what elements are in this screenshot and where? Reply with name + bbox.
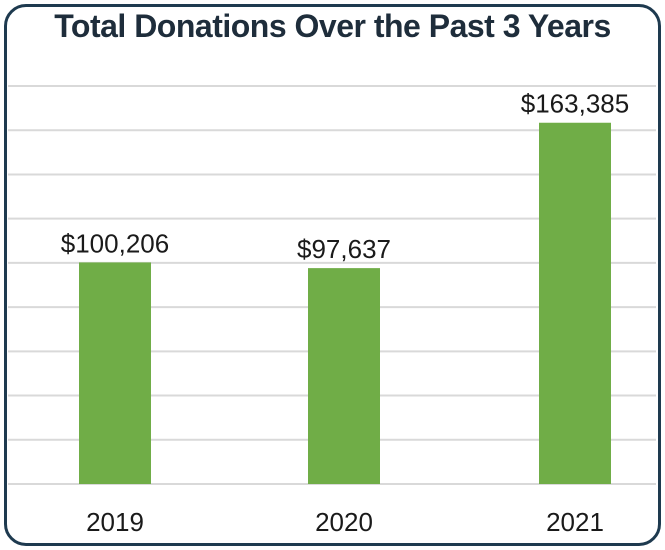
bar-2020 xyxy=(308,268,380,484)
bar-2021 xyxy=(539,122,611,484)
data-labels: $100,206 $97,637 $163,385 xyxy=(61,89,629,264)
chart-title: Total Donations Over the Past 3 Years xyxy=(54,8,611,44)
data-label-2020: $97,637 xyxy=(297,234,391,264)
x-tick-2020: 2020 xyxy=(315,507,373,537)
x-axis-ticks: 2019 2020 2021 xyxy=(86,507,604,537)
data-label-2021: $163,385 xyxy=(521,89,629,119)
bars xyxy=(79,122,611,484)
data-label-2019: $100,206 xyxy=(61,228,169,258)
x-tick-2019: 2019 xyxy=(86,507,144,537)
x-tick-2021: 2021 xyxy=(546,507,604,537)
bar-2019 xyxy=(79,262,151,484)
